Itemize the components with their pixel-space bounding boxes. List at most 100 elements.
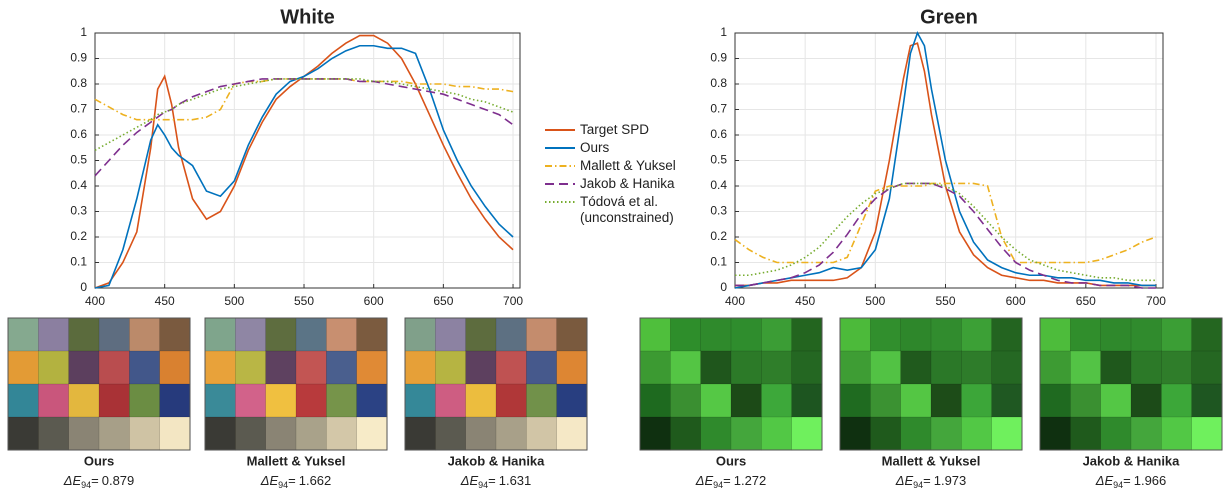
panel-score: ΔE94=1.973 [895, 473, 967, 490]
color-patch [129, 351, 160, 384]
y-tick-label: 0.7 [710, 102, 727, 116]
color-patch [557, 384, 588, 417]
color-patch [38, 351, 69, 384]
y-tick-label: 0.3 [710, 204, 727, 218]
color-patch [1192, 318, 1223, 351]
color-patch [435, 417, 466, 450]
legend-swatch [545, 142, 575, 154]
x-tick-label: 450 [795, 294, 815, 308]
color-patch [435, 384, 466, 417]
color-patch [961, 384, 992, 417]
color-patch [901, 384, 932, 417]
color-patch [1101, 384, 1132, 417]
legend-item: Ours [545, 140, 695, 156]
color-patch [8, 318, 39, 351]
legend-item: Jakob & Hanika [545, 176, 695, 192]
color-patch [235, 351, 266, 384]
color-patch [1161, 351, 1192, 384]
color-patch [69, 318, 100, 351]
chart-title: White [280, 6, 334, 28]
y-tick-label: 0.6 [70, 127, 87, 141]
x-tick-label: 600 [1006, 294, 1026, 308]
color-patch [701, 351, 732, 384]
color-patch [701, 384, 732, 417]
color-patch [69, 384, 100, 417]
metric-subscript: 94 [713, 480, 723, 490]
x-tick-label: 450 [155, 294, 175, 308]
metric-symbol: ΔE [1095, 473, 1114, 488]
y-tick-label: 0.2 [710, 229, 727, 243]
color-patch [466, 417, 497, 450]
score-value: 1.662 [299, 473, 332, 488]
color-patch [357, 384, 388, 417]
color-patch [761, 351, 792, 384]
color-patch [526, 351, 557, 384]
color-patch [731, 318, 762, 351]
y-tick-label: 0.4 [710, 178, 727, 192]
color-patch [1161, 384, 1192, 417]
y-tick-label: 0.1 [70, 255, 87, 269]
color-patch [405, 417, 436, 450]
color-patch [296, 384, 327, 417]
color-patch [1040, 318, 1071, 351]
color-patch [792, 417, 823, 450]
y-tick-label: 0.9 [70, 51, 87, 65]
legend-swatch [545, 124, 575, 136]
panel-score: ΔE94=1.631 [460, 473, 532, 490]
color-patch [326, 417, 357, 450]
y-tick-label: 0.5 [710, 153, 727, 167]
color-patch [99, 384, 130, 417]
panel-score: ΔE94=1.662 [260, 473, 332, 490]
color-patch [1192, 417, 1223, 450]
color-patch [640, 318, 671, 351]
color-patch [435, 351, 466, 384]
legend-label: Target SPD [580, 122, 649, 138]
color-patch [640, 384, 671, 417]
metric-subscript: 94 [478, 480, 488, 490]
color-patch [640, 351, 671, 384]
x-tick-label: 400 [85, 294, 105, 308]
color-patch [670, 384, 701, 417]
y-tick-label: 0.8 [70, 76, 87, 90]
x-tick-label: 650 [1076, 294, 1096, 308]
x-tick-label: 550 [294, 294, 314, 308]
y-tick-label: 0.8 [710, 76, 727, 90]
color-patch [8, 351, 39, 384]
color-patch [557, 351, 588, 384]
metric-symbol: ΔE [260, 473, 279, 488]
color-patch [326, 384, 357, 417]
color-patch [731, 351, 762, 384]
color-patch [1161, 318, 1192, 351]
color-patch [1131, 318, 1162, 351]
color-patch [761, 318, 792, 351]
panel-score: ΔE94=1.272 [695, 473, 767, 490]
legend-label: Jakob & Hanika [580, 176, 675, 192]
x-tick-label: 700 [1146, 294, 1166, 308]
color-patch [931, 384, 962, 417]
color-patch [435, 318, 466, 351]
color-patch [961, 351, 992, 384]
color-patch [931, 417, 962, 450]
color-patch [701, 417, 732, 450]
metric-equals: = [288, 473, 296, 488]
y-tick-label: 0 [80, 280, 87, 294]
color-patch [296, 318, 327, 351]
color-patch [1192, 351, 1223, 384]
metric-subscript: 94 [1113, 480, 1123, 490]
legend-label: Ours [580, 140, 609, 156]
color-patch [405, 351, 436, 384]
color-patch [961, 318, 992, 351]
color-patch [840, 351, 871, 384]
color-patch [731, 417, 762, 450]
figure: White00.10.20.30.40.50.60.70.80.91400450… [0, 0, 1228, 490]
panel-score: ΔE94=1.966 [1095, 473, 1167, 490]
legend-swatch [545, 196, 575, 208]
y-tick-label: 0 [720, 280, 727, 294]
color-patch [761, 417, 792, 450]
y-tick-label: 0.6 [710, 127, 727, 141]
color-patch [870, 318, 901, 351]
color-patch [496, 417, 527, 450]
color-patch [235, 417, 266, 450]
color-patch [1161, 417, 1192, 450]
color-patch [38, 384, 69, 417]
